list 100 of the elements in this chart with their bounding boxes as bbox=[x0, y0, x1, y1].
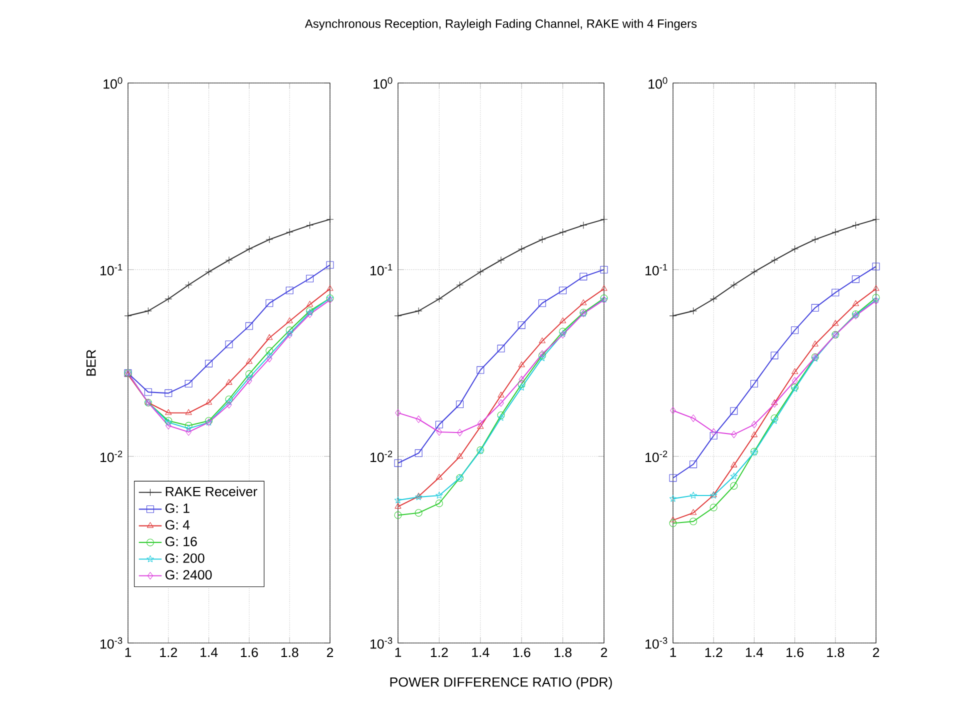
point bbox=[435, 500, 443, 508]
y-tick-label: 10$^{-3}$ bbox=[646, 637, 668, 649]
point bbox=[225, 340, 233, 348]
y-tick-label: 10$^{-1}$ bbox=[646, 264, 668, 276]
point bbox=[456, 452, 464, 459]
point bbox=[478, 420, 484, 428]
point bbox=[852, 222, 860, 229]
x-tick-label: 1.4 bbox=[746, 648, 764, 657]
point bbox=[832, 288, 840, 296]
point bbox=[164, 389, 172, 397]
point bbox=[206, 398, 212, 405]
point bbox=[669, 312, 677, 320]
point bbox=[476, 268, 484, 276]
point bbox=[690, 518, 698, 526]
point bbox=[184, 422, 192, 430]
point bbox=[394, 312, 402, 320]
point bbox=[559, 286, 567, 294]
point bbox=[225, 398, 233, 405]
x-tick-label: 1.6 bbox=[240, 648, 258, 658]
y-tick-label: 10$^{-2}$ bbox=[370, 450, 392, 462]
point bbox=[792, 368, 798, 374]
y-tick-label: 10$^{0}$ bbox=[648, 77, 668, 89]
point bbox=[435, 420, 443, 428]
point bbox=[394, 511, 402, 519]
point bbox=[266, 236, 274, 244]
point bbox=[600, 216, 608, 224]
chart-title: Asynchronous Reception, Rayleigh Fading Channel, RAKE with 4 Fingers bbox=[304, 19, 697, 30]
point bbox=[266, 354, 272, 362]
point bbox=[750, 380, 758, 388]
point bbox=[791, 326, 799, 334]
point bbox=[750, 268, 758, 276]
point bbox=[184, 281, 192, 289]
x-tick-label: 1 bbox=[395, 648, 402, 657]
point bbox=[559, 328, 567, 336]
point bbox=[435, 295, 443, 303]
point bbox=[286, 326, 294, 334]
x-tick-label: 2 bbox=[600, 648, 608, 658]
point bbox=[690, 460, 698, 468]
point bbox=[306, 222, 314, 229]
point bbox=[811, 304, 819, 312]
point bbox=[600, 285, 608, 291]
point bbox=[436, 474, 442, 480]
point bbox=[538, 337, 546, 344]
point bbox=[394, 496, 402, 504]
point bbox=[731, 430, 737, 438]
point bbox=[669, 474, 677, 482]
point bbox=[730, 281, 738, 289]
point bbox=[306, 274, 314, 282]
y-tick-label: 10$^{-2}$ bbox=[100, 450, 122, 462]
point bbox=[456, 400, 464, 408]
point bbox=[770, 352, 778, 360]
point bbox=[184, 380, 192, 388]
point bbox=[326, 261, 334, 269]
point bbox=[414, 449, 422, 457]
point bbox=[730, 462, 738, 468]
legend-label: G: 1 bbox=[165, 504, 190, 513]
x-tick-label: 1.2 bbox=[705, 648, 722, 658]
point bbox=[456, 281, 464, 289]
point bbox=[497, 414, 505, 421]
point bbox=[436, 428, 442, 436]
point bbox=[710, 432, 718, 440]
point bbox=[165, 409, 172, 415]
y-tick-label: 10$^{-1}$ bbox=[370, 264, 392, 276]
point bbox=[690, 492, 697, 499]
point bbox=[226, 378, 232, 385]
point bbox=[225, 256, 233, 264]
point bbox=[476, 366, 484, 374]
point bbox=[185, 424, 192, 432]
point bbox=[144, 388, 152, 396]
point bbox=[518, 361, 525, 368]
point bbox=[246, 358, 252, 364]
point bbox=[286, 286, 294, 294]
point bbox=[669, 520, 677, 527]
point bbox=[580, 272, 588, 280]
legend-label: G: 4 bbox=[165, 520, 190, 530]
point bbox=[286, 228, 294, 236]
point bbox=[670, 516, 676, 522]
point bbox=[751, 420, 758, 428]
point bbox=[771, 399, 778, 406]
point bbox=[266, 299, 274, 307]
point bbox=[669, 494, 677, 502]
legend-label: G: 2400 bbox=[165, 570, 212, 580]
legend-label: RAKE Receiver bbox=[166, 486, 258, 496]
point bbox=[690, 509, 697, 515]
point bbox=[710, 295, 718, 303]
point bbox=[226, 401, 232, 408]
point bbox=[394, 459, 402, 467]
point bbox=[811, 236, 819, 244]
point bbox=[414, 307, 422, 315]
point bbox=[497, 256, 505, 264]
point bbox=[852, 300, 859, 306]
x-tick-label: 1.2 bbox=[430, 648, 448, 658]
legend-label: G: 16 bbox=[165, 536, 197, 546]
x-tick-label: 1.4 bbox=[200, 648, 218, 657]
point bbox=[326, 285, 334, 291]
point bbox=[690, 307, 698, 315]
point bbox=[164, 295, 172, 303]
legend-label: G: 200 bbox=[165, 553, 204, 563]
point bbox=[266, 334, 273, 340]
point bbox=[245, 370, 253, 378]
